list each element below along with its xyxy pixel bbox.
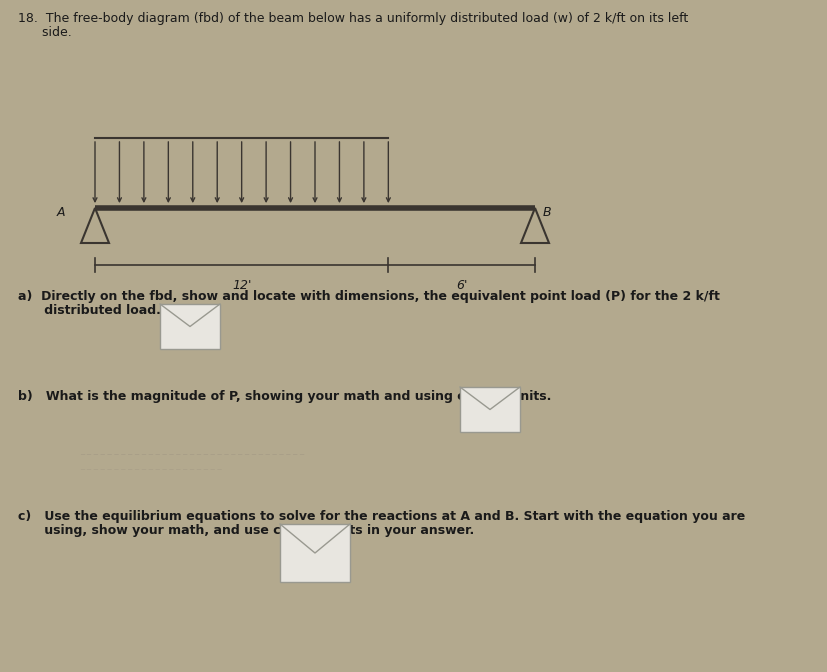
Text: 6': 6' [456, 279, 466, 292]
Text: A: A [57, 206, 65, 220]
Text: distributed load.: distributed load. [18, 304, 160, 317]
FancyBboxPatch shape [160, 304, 220, 349]
Text: _ _ _ _ _ _ _ _ _ _ _ _ _ _ _ _ _ _ _ _ _: _ _ _ _ _ _ _ _ _ _ _ _ _ _ _ _ _ _ _ _ … [80, 460, 222, 469]
Text: a)  Directly on the fbd, show and locate with dimensions, the equivalent point l: a) Directly on the fbd, show and locate … [18, 290, 719, 303]
Text: b)   What is the magnitude of P, showing your math and using correct units.: b) What is the magnitude of P, showing y… [18, 390, 551, 403]
Text: c)   Use the equilibrium equations to solve for the reactions at A and B. Start : c) Use the equilibrium equations to solv… [18, 510, 744, 523]
Text: using, show your math, and use correct units in your answer.: using, show your math, and use correct u… [18, 524, 474, 537]
Text: B: B [543, 206, 551, 220]
Text: side.: side. [18, 26, 72, 39]
Text: _ _ _ _ _ _ _ _ _ _ _ _ _ _ _ _ _ _ _ _ _ _ _ _ _ _ _ _ _ _ _ _ _: _ _ _ _ _ _ _ _ _ _ _ _ _ _ _ _ _ _ _ _ … [80, 445, 304, 454]
FancyBboxPatch shape [460, 387, 519, 432]
Text: 18.  The free-body diagram (fbd) of the beam below has a uniformly distributed l: 18. The free-body diagram (fbd) of the b… [18, 12, 687, 25]
Text: 12': 12' [232, 279, 251, 292]
FancyBboxPatch shape [280, 524, 350, 582]
